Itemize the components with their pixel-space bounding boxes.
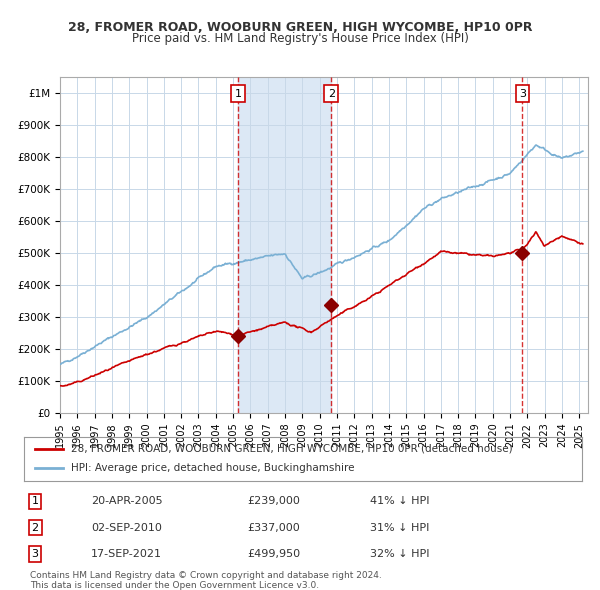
Text: 20-APR-2005: 20-APR-2005 xyxy=(91,496,163,506)
Text: 32% ↓ HPI: 32% ↓ HPI xyxy=(370,549,430,559)
Bar xyxy=(238,77,331,413)
Text: 02-SEP-2010: 02-SEP-2010 xyxy=(91,523,162,533)
Text: 17-SEP-2021: 17-SEP-2021 xyxy=(91,549,162,559)
Text: Price paid vs. HM Land Registry's House Price Index (HPI): Price paid vs. HM Land Registry's House … xyxy=(131,32,469,45)
Text: Contains HM Land Registry data © Crown copyright and database right 2024.: Contains HM Land Registry data © Crown c… xyxy=(30,571,382,580)
Text: 41% ↓ HPI: 41% ↓ HPI xyxy=(370,496,430,506)
Text: £337,000: £337,000 xyxy=(247,523,300,533)
Text: £239,000: £239,000 xyxy=(247,496,300,506)
Text: £499,950: £499,950 xyxy=(247,549,301,559)
Text: 3: 3 xyxy=(32,549,38,559)
Text: 1: 1 xyxy=(235,88,242,99)
Text: 28, FROMER ROAD, WOOBURN GREEN, HIGH WYCOMBE, HP10 0PR (detached house): 28, FROMER ROAD, WOOBURN GREEN, HIGH WYC… xyxy=(71,444,513,454)
Text: 2: 2 xyxy=(32,523,39,533)
Text: 1: 1 xyxy=(32,496,38,506)
Text: This data is licensed under the Open Government Licence v3.0.: This data is licensed under the Open Gov… xyxy=(30,581,319,589)
Text: 31% ↓ HPI: 31% ↓ HPI xyxy=(370,523,430,533)
Text: 3: 3 xyxy=(519,88,526,99)
Text: 2: 2 xyxy=(328,88,335,99)
Text: 28, FROMER ROAD, WOOBURN GREEN, HIGH WYCOMBE, HP10 0PR: 28, FROMER ROAD, WOOBURN GREEN, HIGH WYC… xyxy=(68,21,532,34)
Text: HPI: Average price, detached house, Buckinghamshire: HPI: Average price, detached house, Buck… xyxy=(71,464,355,473)
